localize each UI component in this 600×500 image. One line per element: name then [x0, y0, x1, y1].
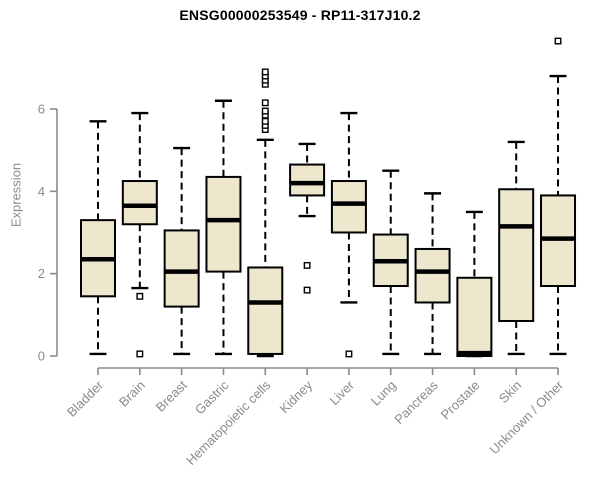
x-tick-label-gastric: Gastric	[192, 377, 232, 417]
boxplot-liver	[330, 111, 367, 358]
boxplot-skin	[498, 140, 535, 356]
iqr-box	[163, 229, 200, 308]
boxplot-kidney	[289, 142, 326, 294]
outlier-point	[345, 350, 353, 358]
y-tick-label-0: 0	[38, 349, 45, 364]
y-axis-label: Expression	[8, 162, 24, 228]
y-axis: 0 2 4 6	[38, 101, 58, 364]
outlier-point	[261, 107, 269, 115]
iqr-box	[330, 180, 367, 234]
outlier-point	[303, 286, 311, 294]
x-tick-label-breast: Breast	[153, 377, 190, 414]
boxplot-breast	[163, 146, 200, 356]
iqr-box	[456, 276, 493, 358]
x-tick-label-bladder: Bladder	[64, 377, 107, 420]
iqr-box	[205, 175, 242, 273]
boxplot-bladder	[80, 120, 116, 356]
x-tick-label-prostate: Prostate	[438, 378, 483, 423]
chart-title: ENSG00000253549 - RP11-317J10.2	[179, 7, 421, 23]
outlier-point	[261, 117, 269, 125]
x-tick-label-skin: Skin	[496, 378, 524, 406]
x-tick-label-kidney: Kidney	[277, 377, 316, 416]
x-tick-label-liver: Liver	[327, 377, 358, 408]
boxplot-hematopoietic-cells	[247, 68, 284, 358]
outlier-point	[303, 261, 311, 269]
y-tick-label-6: 6	[38, 101, 45, 116]
outlier-point	[136, 350, 144, 358]
iqr-box	[289, 163, 326, 197]
boxplot-pancreas	[414, 192, 451, 356]
x-tick-label-unknown-other: Unknown / Other	[487, 377, 567, 457]
iqr-box	[414, 247, 451, 304]
boxplot-gastric	[205, 99, 242, 356]
boxplot-lung	[372, 169, 409, 356]
iqr-box	[247, 266, 284, 355]
outlier-point	[261, 99, 269, 107]
outlier-point	[261, 68, 269, 76]
x-tick-label-pancreas: Pancreas	[391, 377, 441, 427]
outlier-point	[136, 292, 144, 300]
x-tick-label-brain: Brain	[116, 378, 148, 410]
y-tick-label-4: 4	[38, 184, 45, 199]
x-tick-label-lung: Lung	[368, 378, 399, 409]
iqr-box	[498, 188, 535, 323]
outlier-point	[554, 37, 562, 45]
boxplot-prostate	[456, 210, 493, 358]
iqr-box	[121, 180, 158, 226]
boxplot-brain	[121, 111, 158, 358]
y-tick-label-2: 2	[38, 266, 45, 281]
boxplot-unknown-other	[540, 37, 577, 356]
